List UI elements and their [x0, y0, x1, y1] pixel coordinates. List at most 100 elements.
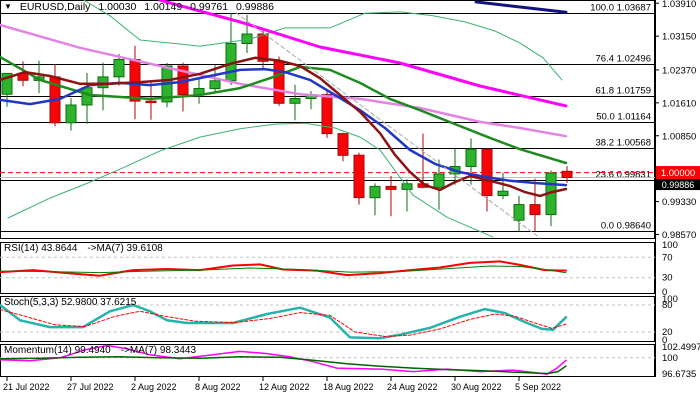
date-axis-label: 12 Aug 2022 — [259, 382, 310, 392]
candle-body — [561, 170, 573, 179]
bb-lower-band — [7, 122, 494, 238]
symbol-period-label: EURUSD,Daily — [19, 1, 91, 13]
momentum-axis-label: 96.6735 — [662, 369, 696, 380]
chart-title-bar: ▼ EURUSD,Daily 1.00030 1.00149 0.99761 0… — [4, 1, 279, 13]
candle-body — [497, 190, 509, 196]
candle-body — [289, 98, 301, 104]
date-axis-label: 5 Sep 2022 — [515, 382, 561, 392]
date-axis-label: 30 Aug 2022 — [451, 382, 502, 392]
candle-body — [465, 148, 477, 167]
stochastic-indicator-label: Stoch(5,3,3) 52.9800 37.6215 — [4, 297, 136, 309]
ohlc-open-value: 1.00030 — [98, 1, 137, 13]
stochastic-panel-border — [0, 296, 655, 342]
candle-body — [257, 33, 269, 62]
candle-body — [433, 173, 445, 188]
symbol-dropdown-icon[interactable]: ▼ — [4, 2, 12, 11]
candle-29-aug — [433, 159, 445, 210]
rsi-axis-label: 100 — [662, 240, 678, 251]
candle-22-aug — [353, 152, 365, 205]
stochastic-axis-label: 0 — [662, 335, 667, 346]
candle-19-aug — [337, 132, 349, 162]
candle-body — [337, 133, 349, 156]
price-axis: 1.03910 1.03150 1.02370 1.01610 1.00850 0.993… — [655, 0, 700, 377]
price-axis-label: 1.03150 — [662, 32, 696, 43]
main-price-panel — [0, 0, 655, 239]
rsi-axis-label: 30 — [662, 273, 673, 284]
date-axis-label: 24 Aug 2022 — [387, 382, 438, 392]
descending-trendline — [235, 12, 541, 239]
ma-violet — [0, 23, 568, 138]
fib-level-label: 100.0 1.03687 — [590, 3, 651, 14]
fib-level-label: 23.6 0.99831 — [596, 170, 651, 181]
fib-level-label: 0.0 0.98640 — [601, 221, 651, 232]
stochastic-axis-label: 20 — [662, 327, 673, 338]
price-axis-label: 0.99330 — [662, 197, 696, 208]
price-axis-label: 1.01610 — [662, 98, 696, 109]
candle-3-aug — [145, 81, 157, 120]
candle-12-aug — [257, 29, 269, 69]
candle-2-sep — [497, 172, 509, 199]
current-price-box — [656, 179, 700, 191]
candle-6-sep — [529, 178, 541, 232]
momentum-axis-label: 100 — [662, 353, 678, 364]
candle-23-aug — [369, 183, 381, 216]
current-price-box-label: 0.99886 — [662, 180, 695, 190]
ma-darkgreen — [0, 55, 568, 165]
candle-body — [65, 104, 77, 124]
fibonacci-retracement: 100.0 1.03687 76.4 1.02496 61.8 1.01759 50.… — [0, 3, 655, 232]
fib-level-label: 61.8 1.01759 — [596, 86, 651, 97]
candle-body — [513, 204, 525, 221]
price-axis-label: 1.00850 — [662, 131, 696, 142]
bb-upper-band — [83, 0, 563, 81]
stochastic-axis-label: 100 — [662, 294, 678, 305]
candle-29-jul — [97, 62, 109, 111]
candle-body — [1, 72, 13, 95]
momentum-ma-line — [0, 356, 567, 375]
date-axis-label: 27 Jul 2022 — [67, 382, 114, 392]
momentum-value-label: Momentum(14) 99.4940 — [4, 345, 111, 356]
stoch-value-label: Stoch(5,3,3) 52.9800 37.6215 — [4, 297, 137, 308]
rsi-axis-label: 0 — [662, 287, 667, 298]
candle-18-aug — [321, 89, 333, 138]
candle-body — [273, 60, 285, 104]
price-axis-label: 0.98570 — [662, 230, 696, 241]
ohlc-low-value: 0.99761 — [190, 1, 229, 13]
rsi-value-label: RSI(14) 43.8644 — [4, 243, 78, 254]
fib-level-label: 50.0 1.01164 — [596, 112, 651, 123]
fib-level-label: 76.4 1.02496 — [596, 54, 651, 65]
candle-16-aug — [289, 84, 301, 121]
candle-1-aug — [113, 53, 125, 86]
candle-body — [369, 185, 381, 199]
candle-15-aug — [273, 56, 285, 106]
candle-body — [353, 154, 365, 199]
candle-body — [113, 59, 125, 78]
candle-24-aug — [385, 176, 397, 217]
fib-level-label: 38.2 1.00568 — [596, 138, 651, 149]
momentum-axis-label: 102.4997 — [662, 342, 700, 353]
candle-body — [209, 80, 221, 90]
date-axis: 21 Jul 2022 27 Jul 2022 2 Aug 2022 8 Aug 20… — [3, 377, 561, 392]
candle-body — [385, 185, 397, 190]
rsi-axis-label: 70 — [662, 252, 673, 263]
candle-body — [481, 148, 493, 196]
ma-maroon — [0, 56, 568, 198]
date-axis-label: 2 Aug 2022 — [131, 382, 177, 392]
momentum-ma-value-label: ->MA(7) 98.3443 — [120, 345, 197, 356]
candle-body — [81, 87, 93, 106]
candle-27-jul — [65, 98, 77, 131]
momentum-indicator-label: Momentum(14) 99.4940 ->MA(7) 98.3443 — [4, 345, 196, 357]
price-axis-label: 1.02370 — [662, 65, 696, 76]
ohlc-high-value: 1.00149 — [144, 1, 183, 13]
parity-price-box — [656, 166, 700, 180]
rsi-indicator-label: RSI(14) 43.8644 ->MA(7) 39.6108 — [4, 243, 163, 255]
ma-magenta — [158, 0, 568, 108]
date-axis-label: 8 Aug 2022 — [195, 382, 241, 392]
candle-5-sep — [513, 195, 525, 232]
stoch-main-line — [0, 303, 568, 340]
rsi-ma-value-label: ->MA(7) 39.6108 — [87, 243, 163, 254]
